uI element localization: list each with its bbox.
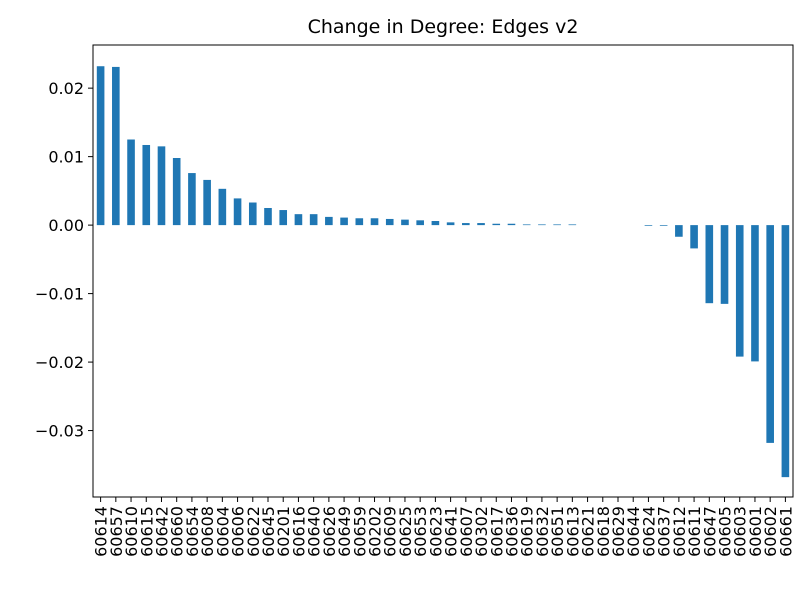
- bar: [401, 219, 409, 226]
- x-tick-label: 60642: [152, 506, 171, 557]
- bar: [675, 225, 683, 237]
- x-tick-label: 60649: [335, 506, 354, 557]
- y-tick-label: −0.02: [35, 353, 84, 372]
- x-tick-label: 60647: [700, 506, 719, 557]
- x-tick-label: 60640: [305, 506, 324, 557]
- bar: [248, 202, 257, 226]
- x-tick-label: 60606: [229, 506, 248, 557]
- bar: [735, 225, 744, 357]
- x-tick-label: 60659: [350, 506, 369, 557]
- x-tick-label: 60601: [746, 506, 765, 557]
- bar: [370, 218, 379, 226]
- plot-frame: [92, 44, 794, 498]
- bar: [233, 198, 242, 226]
- x-tick-label: 60602: [761, 506, 780, 557]
- x-tick-label: 60644: [624, 506, 643, 557]
- bar: [112, 66, 120, 226]
- bar: [218, 188, 227, 226]
- x-tick-label: 60623: [426, 506, 445, 557]
- bar: [188, 173, 196, 226]
- x-tick-label: 60660: [168, 506, 187, 557]
- x-tick-label: 60201: [274, 506, 293, 557]
- bar: [294, 214, 303, 226]
- bar: [142, 144, 151, 226]
- bar: [766, 225, 774, 443]
- bar: [127, 139, 135, 226]
- x-tick-label: 60653: [411, 506, 430, 557]
- x-tick-label: 60605: [716, 506, 735, 557]
- bar: [355, 218, 364, 226]
- bar: [644, 225, 653, 226]
- chart-title: Change in Degree: Edges v2: [308, 16, 579, 38]
- bar: [720, 225, 729, 304]
- x-tick-label: 60610: [122, 506, 141, 557]
- bar: [568, 224, 577, 226]
- x-tick-label: 60657: [107, 506, 126, 557]
- x-tick-label: 60202: [366, 506, 385, 557]
- x-tick-label: 60625: [396, 506, 415, 557]
- x-tick-label: 60616: [289, 506, 308, 557]
- x-tick-label: 60654: [183, 506, 202, 557]
- y-tick-label: −0.01: [35, 285, 84, 304]
- x-tick-label: 60637: [655, 506, 674, 557]
- bar: [446, 222, 455, 226]
- y-tick-label: 0.00: [48, 216, 84, 235]
- bar: [553, 224, 561, 226]
- y-tick-label: 0.01: [48, 148, 84, 167]
- bar: [340, 217, 348, 226]
- bar: [781, 225, 790, 478]
- x-tick-label: 60302: [472, 506, 491, 557]
- x-tick-label: 60661: [776, 506, 795, 557]
- x-tick-label: 60632: [533, 506, 552, 557]
- x-tick-label: 60629: [609, 506, 628, 557]
- bar: [538, 224, 546, 226]
- x-tick-label: 60636: [502, 506, 521, 557]
- x-tick-label: 60651: [548, 506, 567, 557]
- bar: [431, 221, 440, 226]
- x-tick-label: 60621: [579, 506, 598, 557]
- bar: [309, 214, 318, 226]
- x-tick-label: 60624: [639, 506, 658, 557]
- x-tick-label: 60641: [442, 506, 461, 557]
- bar: [203, 179, 211, 226]
- bar: [325, 216, 333, 226]
- bar: [416, 220, 424, 226]
- x-tick-label: 60614: [92, 506, 111, 557]
- x-tick-label: 60613: [563, 506, 582, 557]
- x-tick-label: 60607: [457, 506, 476, 557]
- x-tick-label: 60608: [198, 506, 217, 557]
- x-tick-label: 60622: [244, 506, 263, 557]
- x-tick-label: 60619: [518, 506, 537, 557]
- x-tick-label: 60645: [259, 506, 278, 557]
- y-tick-label: 0.02: [48, 79, 84, 98]
- bar: [522, 224, 531, 226]
- bar: [279, 210, 288, 226]
- bar: [492, 223, 501, 226]
- bar: [462, 223, 470, 226]
- x-tick-label: 60617: [487, 506, 506, 557]
- x-tick-label: 60626: [320, 506, 339, 557]
- bar: [751, 225, 759, 362]
- x-tick-label: 60615: [137, 506, 156, 557]
- y-tick-label: −0.03: [35, 422, 84, 441]
- x-tick-label: 60603: [731, 506, 750, 557]
- bar: [690, 225, 698, 249]
- bar: [264, 207, 272, 226]
- bar: [659, 225, 668, 226]
- x-tick-label: 60609: [381, 506, 400, 557]
- bar: [507, 223, 516, 226]
- bar: [385, 218, 394, 226]
- x-tick-label: 60604: [213, 506, 232, 557]
- x-tick-label: 60612: [670, 506, 689, 557]
- bar: [172, 158, 181, 226]
- x-tick-label: 60618: [594, 506, 613, 557]
- bar: [477, 223, 485, 226]
- bar: [705, 225, 714, 304]
- bar: [157, 146, 166, 226]
- x-tick-label: 60611: [685, 506, 704, 557]
- bar: [96, 66, 105, 226]
